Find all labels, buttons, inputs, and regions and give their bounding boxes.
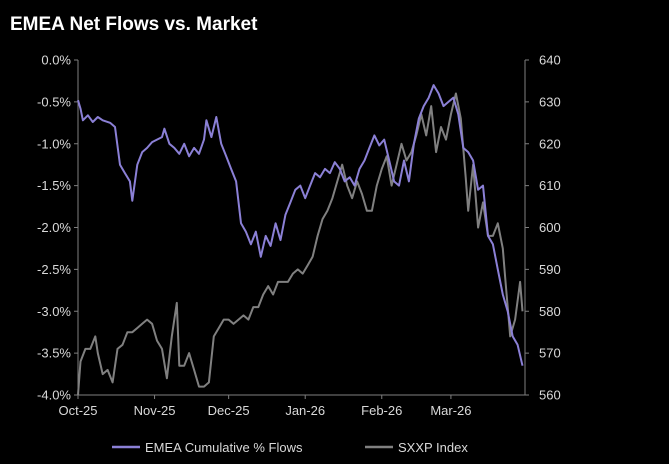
- right-tick-label: 570: [539, 346, 561, 361]
- left-tick-label: 0.0%: [41, 53, 71, 68]
- right-tick-label: 590: [539, 262, 561, 277]
- left-tick-label: -3.5%: [37, 346, 71, 361]
- x-tick-label: Jan-26: [285, 403, 325, 418]
- left-tick-label: -1.0%: [37, 136, 71, 151]
- left-tick-label: -4.0%: [37, 388, 71, 403]
- legend-item-emea-flows: EMEA Cumulative % Flows: [112, 440, 303, 455]
- left-tick-label: -0.5%: [37, 94, 71, 109]
- right-tick-label: 640: [539, 53, 561, 68]
- series-line-emea-flows: [77, 84, 524, 366]
- axes: 0.0% -0.5% -1.0% -1.5% -2.0% -2.5% -3.0% -3.5% -…: [37, 53, 561, 419]
- series-line-sxxp-index: [77, 92, 524, 396]
- legend-item-sxxp-index: SXXP Index: [365, 440, 468, 455]
- right-tick-label: 560: [539, 388, 561, 403]
- x-tick-label: Feb-26: [361, 403, 402, 418]
- right-tick-label: 580: [539, 304, 561, 319]
- right-tick-label: 620: [539, 136, 561, 151]
- right-tick-label: 610: [539, 178, 561, 193]
- left-tick-label: -2.0%: [37, 220, 71, 235]
- chart-title: EMEA Net Flows vs. Market: [10, 14, 258, 35]
- x-tick-label: Mar-26: [430, 403, 471, 418]
- legend: EMEA Cumulative % Flows SXXP Index: [112, 440, 468, 455]
- x-tick-label: Nov-25: [134, 403, 176, 418]
- right-tick-label: 630: [539, 94, 561, 109]
- legend-label: SXXP Index: [398, 440, 468, 455]
- legend-label: EMEA Cumulative % Flows: [145, 440, 303, 455]
- x-tick-label: Oct-25: [58, 403, 97, 418]
- series-lines: [77, 84, 524, 396]
- right-tick-label: 600: [539, 220, 561, 235]
- left-tick-label: -1.5%: [37, 178, 71, 193]
- left-tick-label: -2.5%: [37, 262, 71, 277]
- x-tick-label: Dec-25: [208, 403, 250, 418]
- left-tick-label: -3.0%: [37, 304, 71, 319]
